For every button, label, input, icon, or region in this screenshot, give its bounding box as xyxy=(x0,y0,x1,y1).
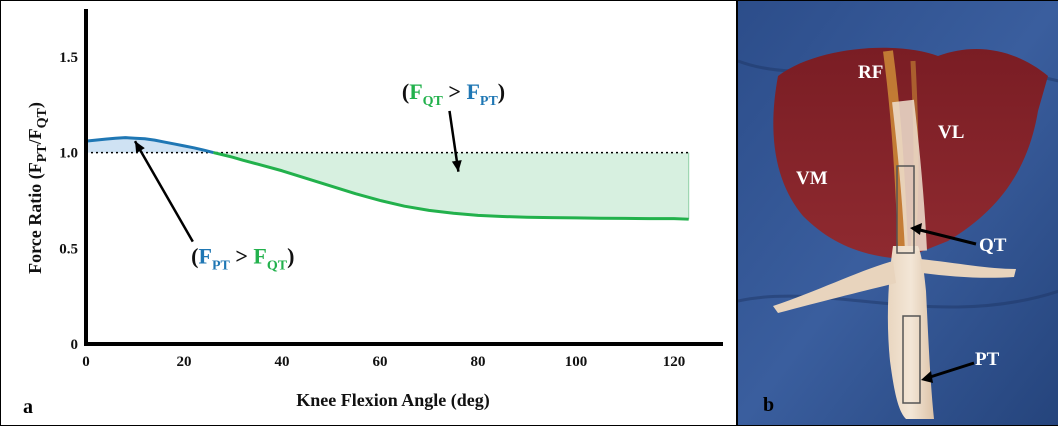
annotation-pt-greater: (FPT > FQT) xyxy=(191,244,294,274)
y-axis-title-sub1: PT xyxy=(35,144,50,163)
annotation-part: F xyxy=(253,244,266,269)
drape-fold xyxy=(738,289,1058,309)
x-tick-label: 60 xyxy=(373,354,388,370)
quadriceps-tendon-tissue xyxy=(892,99,927,252)
y-tick-label: 0.5 xyxy=(59,241,78,257)
vm-label: VM xyxy=(796,168,828,189)
annotation-part: ) xyxy=(498,79,505,104)
annotation-part: QT xyxy=(267,259,288,274)
annotation-part: > xyxy=(230,244,254,269)
retinaculum-tissue-left xyxy=(773,261,896,313)
series-line-pt-dominant xyxy=(85,136,214,155)
pt-pointer-arrow xyxy=(926,361,975,380)
y-tick-label: 1.0 xyxy=(59,146,78,162)
annotation-part: F xyxy=(466,79,479,104)
annotation-part: F xyxy=(409,79,422,104)
x-tick-label: 0 xyxy=(82,354,90,370)
y-axis-title: Force Ratio (FPT/FQT) xyxy=(25,102,50,274)
vl-label: VL xyxy=(938,122,964,143)
annotation-part: F xyxy=(199,244,212,269)
force-ratio-chart: 0 20 40 60 80 100 120 0 0.5 1.0 1.5 Knee Flexion … xyxy=(23,9,723,418)
series-lines xyxy=(85,136,689,221)
annotation-arrowhead xyxy=(135,141,145,154)
qt-label: QT xyxy=(979,235,1007,256)
y-tick-label: 1.5 xyxy=(59,50,78,66)
annotation-part: ) xyxy=(287,244,294,269)
rf-label: RF xyxy=(858,62,883,83)
x-tick-labels: 0 20 40 60 80 100 120 xyxy=(82,354,685,370)
x-tick-label: 120 xyxy=(663,354,686,370)
annotation-part: PT xyxy=(212,259,231,274)
patellar-tendon-tissue xyxy=(887,246,934,419)
y-axis-title-main: Force Ratio (F xyxy=(25,162,46,274)
panel-a-chart: 0 20 40 60 80 100 120 0 0.5 1.0 1.5 Knee Flexion … xyxy=(1,1,736,425)
y-axis-title-end: ) xyxy=(25,102,46,108)
quadriceps-specimen-photo: RF VL VM QT PT b xyxy=(738,1,1058,425)
x-tick-label: 80 xyxy=(471,354,486,370)
qt-dominant-area xyxy=(213,152,689,220)
pt-dominant-area xyxy=(86,137,214,153)
annotation-arrowhead xyxy=(451,160,462,172)
panel-b-photo: RF VL VM QT PT b xyxy=(736,1,1058,425)
qt-pointer-arrowhead xyxy=(910,223,922,235)
pt-label: PT xyxy=(975,349,1000,370)
qt-pointer-arrow xyxy=(915,227,977,246)
annotation-part: QT xyxy=(423,94,444,109)
y-axis-title-sub2: QT xyxy=(35,107,50,128)
y-tick-labels: 0 0.5 1.0 1.5 xyxy=(59,50,78,353)
series-line-qt-dominant xyxy=(213,151,689,221)
annotation-part: PT xyxy=(480,94,499,109)
y-tick-label: 0 xyxy=(71,337,79,353)
pt-pointer-arrowhead xyxy=(921,371,933,383)
x-tick-label: 20 xyxy=(177,354,192,370)
annotation-arrow xyxy=(133,140,194,243)
x-tick-label: 40 xyxy=(275,354,290,370)
y-axis-title-sep: /F xyxy=(25,128,45,145)
retinaculum-tissue-right xyxy=(920,259,1016,278)
area-fills xyxy=(86,137,690,220)
x-axis-title: Knee Flexion Angle (deg) xyxy=(296,390,489,411)
x-tick-label: 100 xyxy=(565,354,588,370)
annotations: (FQT > FPT)(FPT > FQT) xyxy=(133,79,505,274)
panel-b-letter: b xyxy=(763,394,774,416)
annotation-part: > xyxy=(443,79,467,104)
annotation-part: ( xyxy=(191,244,198,269)
annotation-qt-greater: (FQT > FPT) xyxy=(402,79,505,109)
annotation-part: ( xyxy=(402,79,409,104)
pt-sample-region xyxy=(902,315,921,404)
panel-a-letter: a xyxy=(23,396,33,418)
qt-sample-region xyxy=(896,165,915,254)
